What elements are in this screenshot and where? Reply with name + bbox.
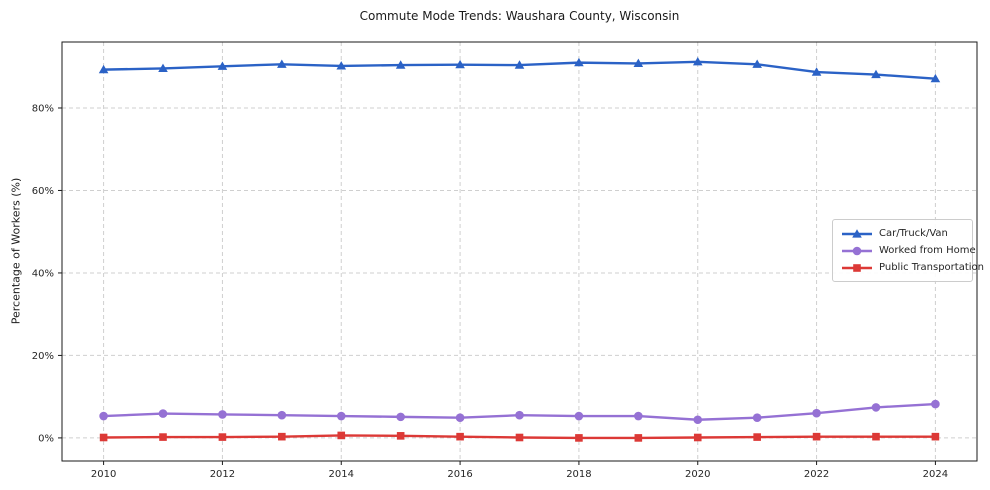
data-point-square	[693, 433, 702, 442]
x-tick-label: 2022	[804, 469, 829, 480]
legend: Car/Truck/Van Worked from Home Public Tran…	[832, 219, 984, 282]
data-point-triangle	[692, 56, 703, 66]
x-tick-label: 2018	[566, 469, 591, 480]
y-tick-label: 0%	[38, 433, 54, 444]
data-point-circle	[812, 408, 821, 418]
y-tick-label: 60%	[32, 186, 54, 197]
data-point-circle	[336, 411, 346, 421]
data-point-square	[872, 432, 880, 441]
data-point-circle	[931, 399, 940, 409]
data-point-circle	[99, 411, 108, 421]
data-point-square	[634, 434, 643, 442]
data-point-triangle	[395, 60, 406, 69]
legend-label: Public Transportation	[879, 262, 984, 273]
data-point-square	[337, 431, 346, 440]
data-point-circle	[871, 403, 881, 412]
data-point-circle	[752, 413, 762, 422]
axes-spines	[61, 41, 978, 462]
data-point-circle	[455, 413, 465, 422]
data-point-square	[218, 433, 227, 441]
data-point-circle	[634, 411, 643, 421]
data-point-circle	[396, 412, 405, 422]
data-point-triangle	[217, 61, 228, 70]
legend-entry: Worked from Home	[840, 242, 976, 259]
data-point-circle	[515, 410, 524, 420]
data-point-triangle	[871, 69, 881, 79]
data-point-triangle	[574, 57, 584, 67]
legend-triangle-swatch-icon	[842, 228, 872, 238]
data-point-circle	[218, 410, 227, 419]
data-point-square	[456, 432, 464, 441]
data-point-square	[278, 432, 286, 441]
data-point-square	[753, 433, 761, 441]
legend-label: Worked from Home	[879, 245, 976, 256]
data-point-square	[396, 432, 405, 440]
data-point-triangle	[336, 61, 347, 70]
x-tick-label: 2020	[685, 469, 710, 480]
data-point-triangle	[930, 73, 941, 83]
data-point-triangle	[752, 59, 762, 68]
data-point-square	[931, 432, 940, 441]
legend-entry: Car/Truck/Van	[840, 225, 964, 242]
data-point-triangle	[811, 67, 822, 76]
data-point-square	[812, 432, 821, 441]
data-point-square	[159, 433, 167, 441]
data-point-circle	[574, 411, 584, 421]
legend-label: Car/Truck/Van	[879, 228, 948, 239]
x-tick-label: 2014	[329, 469, 354, 480]
data-point-triangle	[455, 59, 465, 69]
data-point-triangle	[277, 59, 287, 68]
data-point-triangle	[158, 63, 168, 72]
data-point-circle	[693, 415, 703, 425]
y-tick-label: 80%	[32, 103, 54, 114]
x-tick-label: 2024	[923, 469, 948, 480]
chart-title: Commute Mode Trends: Waushara County, Wi…	[359, 9, 680, 23]
legend-entry: Public Transportation	[840, 259, 984, 276]
data-point-square	[99, 433, 108, 442]
y-tick-label: 20%	[32, 351, 54, 362]
x-tick-label: 2010	[91, 469, 116, 480]
x-tick-label: 2016	[447, 469, 472, 480]
legend-circle-swatch-icon	[842, 246, 872, 255]
data-point-triangle	[633, 58, 644, 68]
y-tick-label: 40%	[32, 268, 54, 279]
data-point-triangle	[98, 64, 109, 74]
data-point-square	[575, 434, 583, 442]
x-tick-label: 2012	[210, 469, 235, 480]
data-point-circle	[277, 410, 287, 420]
data-point-circle	[158, 409, 168, 418]
data-point-square	[515, 433, 524, 442]
legend-square-swatch-icon	[842, 263, 872, 272]
data-point-triangle	[514, 60, 525, 69]
